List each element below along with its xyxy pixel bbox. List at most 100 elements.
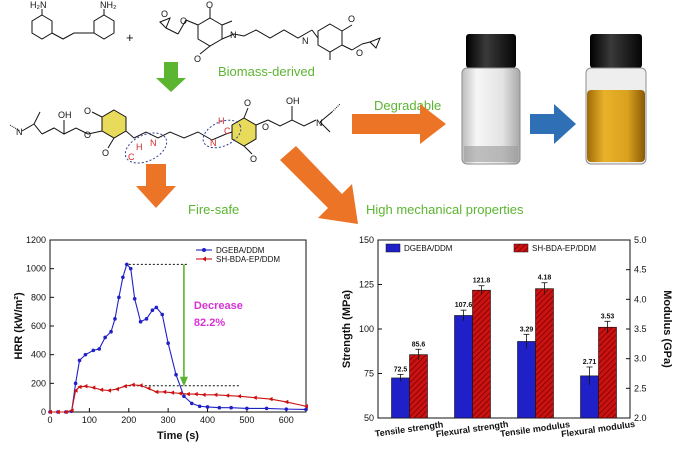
hrr-point-dgeba [166,341,170,346]
hrr-point-shbda [225,393,230,398]
hrr-point-dgeba [97,347,102,351]
hrr-point-dgeba [73,381,78,386]
hrr-y-tick-label: 1200 [26,235,46,245]
product-oh-left: OH [58,110,72,120]
hrr-point-shbda [154,389,159,395]
bar-value-label: 2.71 [583,359,597,366]
hrr-point-shbda [252,395,257,400]
hrr-y-tick-label: 600 [31,321,46,331]
hrr-point-dgeba [138,319,143,324]
hrr-x-tick-label: 500 [239,415,254,425]
hrr-point-dgeba [121,275,125,280]
bar-category-label: Tensile strength [374,419,444,438]
hrr-point-dgeba [125,262,129,267]
product-o-3: O [102,148,109,158]
hrr-point-shbda [177,391,182,396]
bar-shbda [598,326,617,419]
product-o-4: O [244,98,251,108]
bar-legend-label: DGEBA/DDM [404,244,453,253]
hrr-point-dgeba [144,317,149,321]
hrr-point-dgeba [160,312,165,317]
hrr-point-dgeba [205,405,210,409]
bar-value-label: 121.8 [473,278,491,285]
degradable-label: Degradable [374,98,441,113]
mechanical-bar-chart: 50 75 100 125 150 2.0 2.5 3.0 3.5 4.0 4.5 5.0 Streng… [341,235,673,439]
hrr-point-dgeba [150,308,155,313]
hrr-x-tick-label: 300 [161,415,176,425]
hrr-point-shbda [77,384,82,390]
hrr-point-shbda [303,404,308,409]
ether-o-4: O [194,54,201,64]
bar-legend-label: SH-BDA-EP/DDM [532,244,596,253]
bar-left-tick-label: 125 [359,280,374,290]
hrr-y-tick-label: 200 [31,378,46,388]
hrr-x-axis-title: Time (s) [157,430,199,442]
hrr-point-shbda [63,409,68,415]
bar-left-tick-label: 50 [364,413,374,423]
hrr-point-dgeba [109,329,113,334]
product-n-left: N [16,127,23,137]
hrr-y-tick-label: 800 [31,292,46,302]
hrr-point-shbda [47,409,52,415]
bar-right-tick-label: 2.5 [634,383,647,393]
synthesis-arrow [156,62,186,92]
hrr-legend-marker [202,256,206,262]
hrr-point-shbda [236,394,242,399]
hrr-x-tick-label: 400 [200,415,215,425]
product-c-left: C [128,152,135,162]
hrr-point-dgeba [132,296,137,301]
hrr-point-dgeba [174,372,178,377]
cured-network-structure [9,103,341,155]
bar-category-label: Flexural modulus [560,419,635,439]
hrr-point-shbda [185,391,190,397]
mechanical-arrow [280,146,358,224]
hrr-point-dgeba [189,401,194,406]
product-c-right: C [224,126,231,136]
hrr-point-dgeba [77,358,82,363]
bar-value-label: 85.6 [412,341,426,348]
bar-right-tick-label: 3.5 [634,324,647,334]
epoxy-schiff-base-structure [159,8,381,60]
hrr-series-line-dgeba [50,263,307,413]
bar-value-label: 107.6 [455,302,473,309]
product-h-right: H [218,116,225,126]
hrr-point-shbda [213,392,218,397]
bar-left-tick-label: 150 [359,235,374,245]
hrr-point-shbda [201,392,206,397]
hrr-point-dgeba [229,405,233,410]
hrr-point-dgeba [103,335,107,340]
hrr-point-dgeba [284,407,289,411]
hrr-point-dgeba [117,295,121,300]
ether-o-1: O [161,9,168,19]
hrr-point-dgeba [197,404,202,409]
product-o-2: O [84,130,91,140]
hrr-chart: 0 200 400 600 800 1000 1200 0 100 200 300 400 500 600… [13,235,308,442]
hrr-legend-label: SH-BDA-EP/DDM [216,255,280,264]
hrr-point-shbda [106,388,112,393]
bar-right-tick-label: 5.0 [634,235,647,245]
biomass-label: Biomass-derived [218,64,315,79]
hrr-point-dgeba [128,266,133,271]
product-n-imine-right: N [210,138,217,148]
imine-n-2: N [302,36,309,46]
hrr-point-shbda [55,409,60,415]
hrr-point-shbda [83,384,88,389]
hrr-y-tick-label: 1000 [26,264,46,274]
bar-dgeba [391,377,410,419]
hrr-x-tick-label: 100 [82,415,97,425]
hrr-point-dgeba [245,406,249,411]
hrr-decrease-arrow-head [179,376,188,387]
bar-dgeba [517,341,536,419]
product-o-6: O [262,122,269,132]
bar-right-tick-label: 4.0 [634,294,647,304]
fire-safe-arrow [136,164,176,208]
hrr-point-dgeba [264,406,269,411]
hrr-point-shbda [169,390,175,395]
product-n-imine-left: N [150,138,157,148]
bar-value-label: 4.18 [538,275,552,282]
bar-left-tick-label: 75 [364,369,374,379]
hrr-point-dgeba [83,352,88,357]
hrr-legend-marker [202,248,206,252]
bar-left-tick-label: 100 [359,324,374,334]
